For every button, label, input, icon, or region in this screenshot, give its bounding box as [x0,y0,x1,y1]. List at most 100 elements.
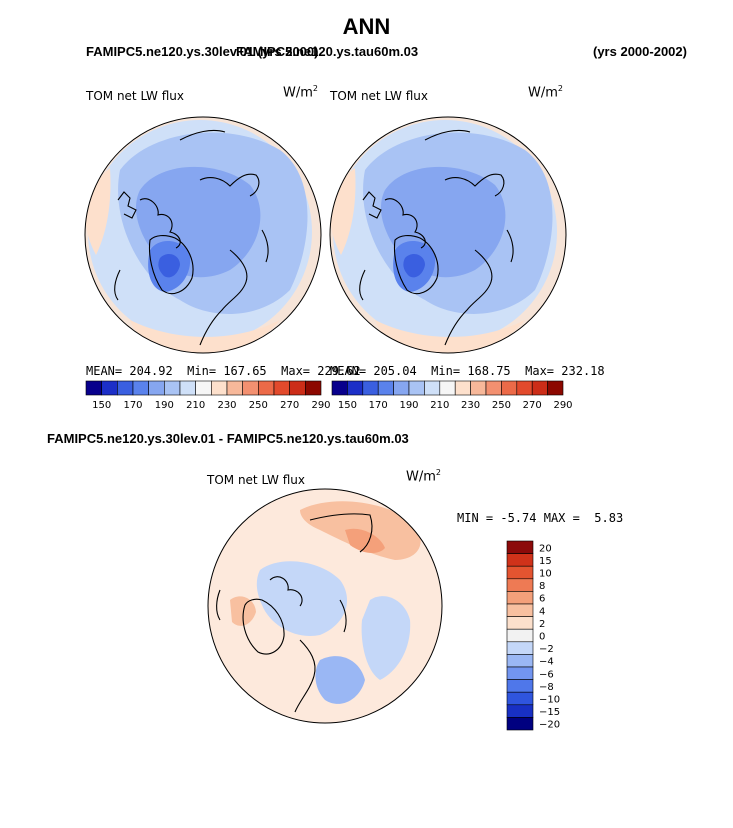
panel2-colorbar-swatch-13 [531,380,548,396]
panel3-colorbar-tick-label: 15 [539,556,552,567]
panel2-field-westedge [330,168,356,255]
panel2-map [330,117,566,353]
panel3-colorbar-swatch-13 [506,704,534,718]
panel1-colorbar-swatch-13 [289,380,306,396]
panel1-colorbar-swatch-1 [101,380,118,396]
panel2-colorbar-tick-label: 270 [523,400,542,411]
panel1-colorbar-swatch-2 [117,380,134,396]
panel3-colorbar-tick-label: 2 [539,619,545,630]
panel2-mean: 205.04 [373,364,417,378]
panel2-colorbar-swatch-10 [485,380,502,396]
panel1-colorbar-tick-label: 170 [123,400,142,411]
panel2-colorbar-swatch-6 [424,380,441,396]
panel2-min: 168.75 [467,364,511,378]
panel3-colorbar-swatch-9 [506,654,534,668]
panel3-colorbar-swatch-1 [506,553,534,567]
panel1-colorbar-swatch-3 [132,380,149,396]
panel1-min: 167.65 [223,364,267,378]
panel1-colorbar-swatch-10 [242,380,259,396]
panel1-colorbar-tick-label: 150 [92,400,111,411]
panel2-coast-chukchi [424,129,471,141]
panel2-colorbar-swatch-0 [331,380,348,396]
panel3-colorbar-tick-label: 20 [539,543,552,554]
panel3-colorbar-tick-label: 4 [539,606,545,617]
panel1-mean: 204.92 [129,364,173,378]
panel3-colorbar-swatch-2 [506,565,534,580]
panel2-colorbar-swatch-11 [501,380,518,396]
panel1-field-southedge [130,320,280,353]
panel1-field-westedge [85,168,111,255]
panel2-colorbar-tick-label: 170 [369,400,388,411]
panel2-colorbar-tick-label: 190 [399,400,418,411]
panel2-coast-novaya [506,229,514,263]
panel2-colorbar-tick-label: 210 [430,400,449,411]
panel3-colorbar-tick-label: −10 [539,695,560,706]
panel2-units: W/m2 [528,84,563,101]
panel2-coast-greenland [393,235,439,295]
panel1-colorbar-tick-label: 230 [217,400,236,411]
panel2-colorbar-swatch-2 [362,380,379,396]
panel1-coastlines [114,129,269,346]
panel1-colorbar-tick-label: 250 [249,400,268,411]
panel2-colorbar-swatch-7 [439,380,456,396]
panel1-colorbar-tick-label: 190 [155,400,174,411]
panel3-coast-greenland [242,598,285,655]
panel1-field-greenland-core [158,254,180,278]
panel2-coastlines [359,129,514,346]
panel1-variable: TOM net LW flux [86,89,184,103]
diff-title: FAMIPC5.ne120.ys.30lev.01 - FAMIPC5.ne12… [47,431,409,446]
panel2-colorbar-swatch-14 [547,380,564,396]
panel3-stats: MIN = -5.74 MAX = 5.83 [457,511,624,525]
panel3-coast-archipelago [269,576,303,607]
panel3-colorbar-swatch-3 [506,578,534,592]
panel1-colorbar-tick-label: 270 [280,400,299,411]
panel1-colorbar-tick-label: 210 [186,400,205,411]
panel1-colorbar-swatch-0 [85,380,102,396]
panel3-colorbar-swatch-11 [506,679,534,693]
panel3-colorbar-swatch-5 [506,603,534,617]
panel2-coast-scandinavia [444,249,493,346]
panel1-colorbar-swatch-6 [179,380,196,396]
panel1-coast-greenland [148,235,194,295]
panel2-colorbar-swatch-4 [393,380,410,396]
panel1-coast-archipelago [139,198,181,249]
panel2-colorbar-tick-label: 150 [338,400,357,411]
panel1-coast-scandinavia [199,249,248,346]
panel1-colorbar-swatch-14 [305,380,322,396]
panel3-colorbar-swatch-12 [506,691,534,706]
panel3-colorbar-tick-label: −8 [539,682,554,693]
panel3-colorbar-tick-label: −20 [539,720,560,731]
panel2-coast-archipelago [384,198,426,249]
panel1-colorbar-swatch-4 [148,380,165,396]
panel2-colorbar-tick-label: 290 [553,400,572,411]
panel3-min: -5.74 [500,511,537,525]
panel1-coast-westisles [117,191,137,219]
panel2-colorbar-swatch-3 [377,380,394,396]
panel3-field-atlantic [361,596,411,680]
panel2-field-greenland-core [403,254,425,278]
panel1-map-border [84,116,322,354]
panel1-colorbar-tick-label: 290 [311,400,330,411]
panel3-colorbar-swatch-4 [506,591,534,605]
panel1-colorbar: 150 170 190 210 230 250 270 290 [85,380,331,411]
panel3-colorbar-swatch-10 [506,666,534,680]
panel2-colorbar-swatch-9 [470,380,487,396]
panel3-colorbar-swatch-8 [506,641,534,655]
panel3-colorbar-tick-label: 10 [539,569,552,580]
panel2-field-southedge [375,320,525,353]
page-title: ANN [342,14,391,39]
panel3-field-europe [315,656,365,704]
panel2-coast-westisles [362,191,382,219]
panel3-colorbar-swatch-14 [506,717,534,731]
panel1-units: W/m2 [283,84,318,101]
panel1-coast-siberia [199,173,260,197]
panel1-coast-novaya [261,229,269,263]
panel3-map [208,489,442,723]
panel3-colorbar-tick-label: −2 [539,644,554,655]
panel3-colorbar-tick-label: −6 [539,669,554,680]
panel1-stats: MEAN= 204.92 Min= 167.65 Max= 229.62 [86,364,361,378]
panel1-colorbar-swatch-11 [258,380,275,396]
panel3-coast-siberia [309,513,373,553]
